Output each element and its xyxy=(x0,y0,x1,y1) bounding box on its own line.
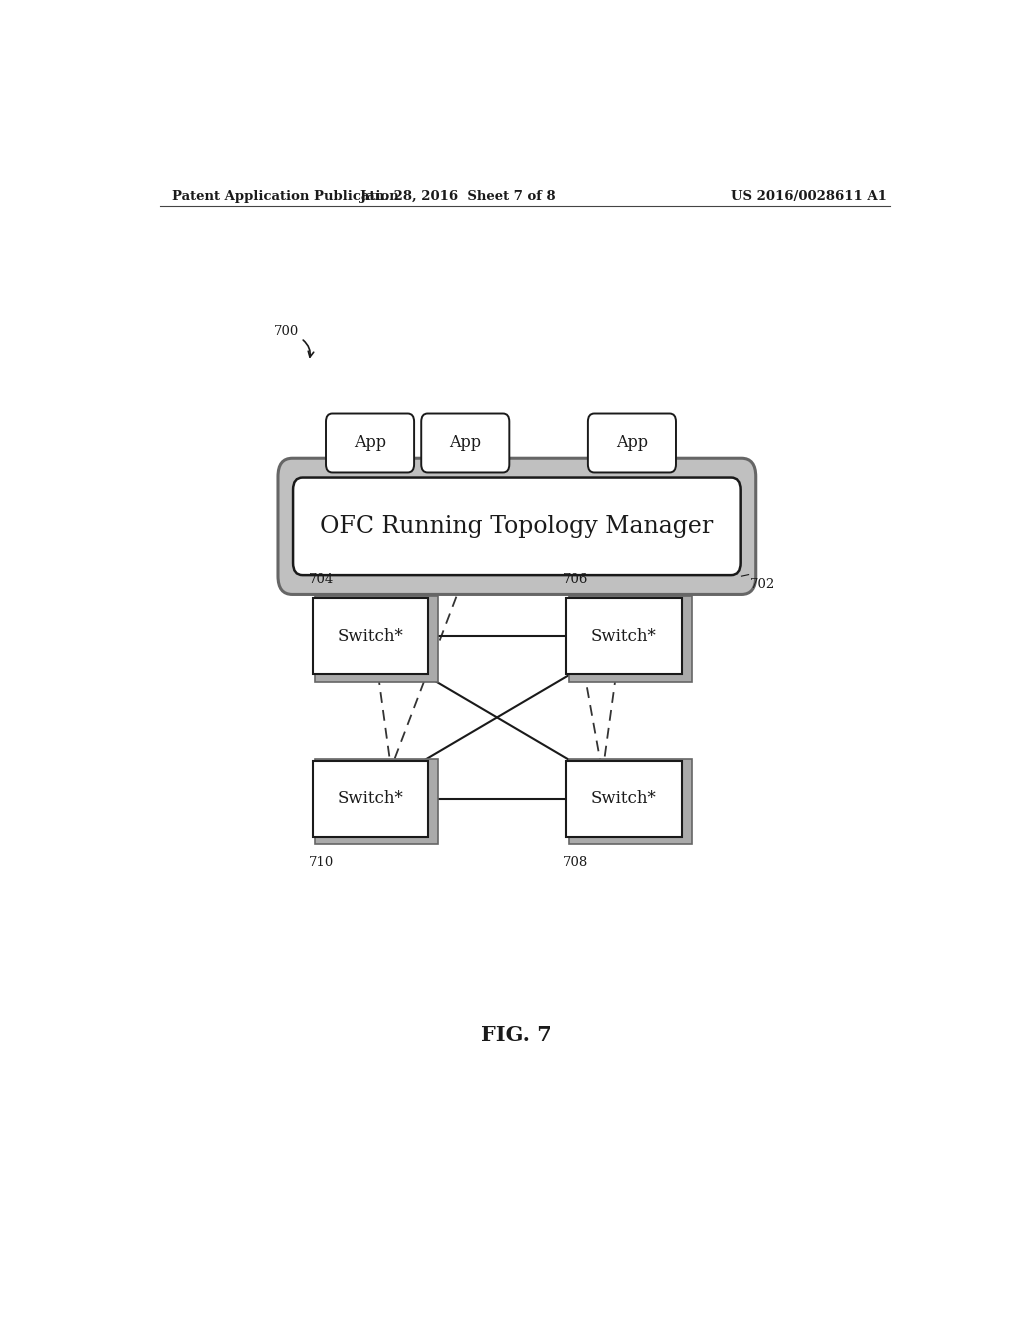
Text: 702: 702 xyxy=(751,578,775,590)
Text: Patent Application Publication: Patent Application Publication xyxy=(172,190,398,202)
FancyBboxPatch shape xyxy=(312,760,428,837)
Text: US 2016/0028611 A1: US 2016/0028611 A1 xyxy=(731,190,887,202)
FancyBboxPatch shape xyxy=(314,597,438,681)
Text: 706: 706 xyxy=(562,573,588,586)
Text: App: App xyxy=(354,434,386,451)
Text: Switch*: Switch* xyxy=(337,791,402,808)
Text: App: App xyxy=(616,434,648,451)
FancyBboxPatch shape xyxy=(314,759,438,845)
Text: App: App xyxy=(450,434,481,451)
Text: Jan. 28, 2016  Sheet 7 of 8: Jan. 28, 2016 Sheet 7 of 8 xyxy=(359,190,555,202)
Text: 704: 704 xyxy=(308,573,334,586)
FancyBboxPatch shape xyxy=(326,413,414,473)
FancyBboxPatch shape xyxy=(566,760,682,837)
Text: Switch*: Switch* xyxy=(337,627,402,644)
Text: 700: 700 xyxy=(274,325,299,338)
FancyBboxPatch shape xyxy=(566,598,682,675)
FancyBboxPatch shape xyxy=(278,458,756,594)
FancyBboxPatch shape xyxy=(568,759,692,845)
FancyBboxPatch shape xyxy=(421,413,509,473)
Text: Switch*: Switch* xyxy=(591,627,656,644)
Text: Switch*: Switch* xyxy=(591,791,656,808)
Text: 710: 710 xyxy=(308,855,334,869)
FancyBboxPatch shape xyxy=(588,413,676,473)
FancyBboxPatch shape xyxy=(568,597,692,681)
FancyBboxPatch shape xyxy=(312,598,428,675)
Text: 708: 708 xyxy=(562,855,588,869)
Text: OFC Running Topology Manager: OFC Running Topology Manager xyxy=(321,515,714,537)
FancyBboxPatch shape xyxy=(293,478,740,576)
Text: FIG. 7: FIG. 7 xyxy=(481,1024,552,1044)
